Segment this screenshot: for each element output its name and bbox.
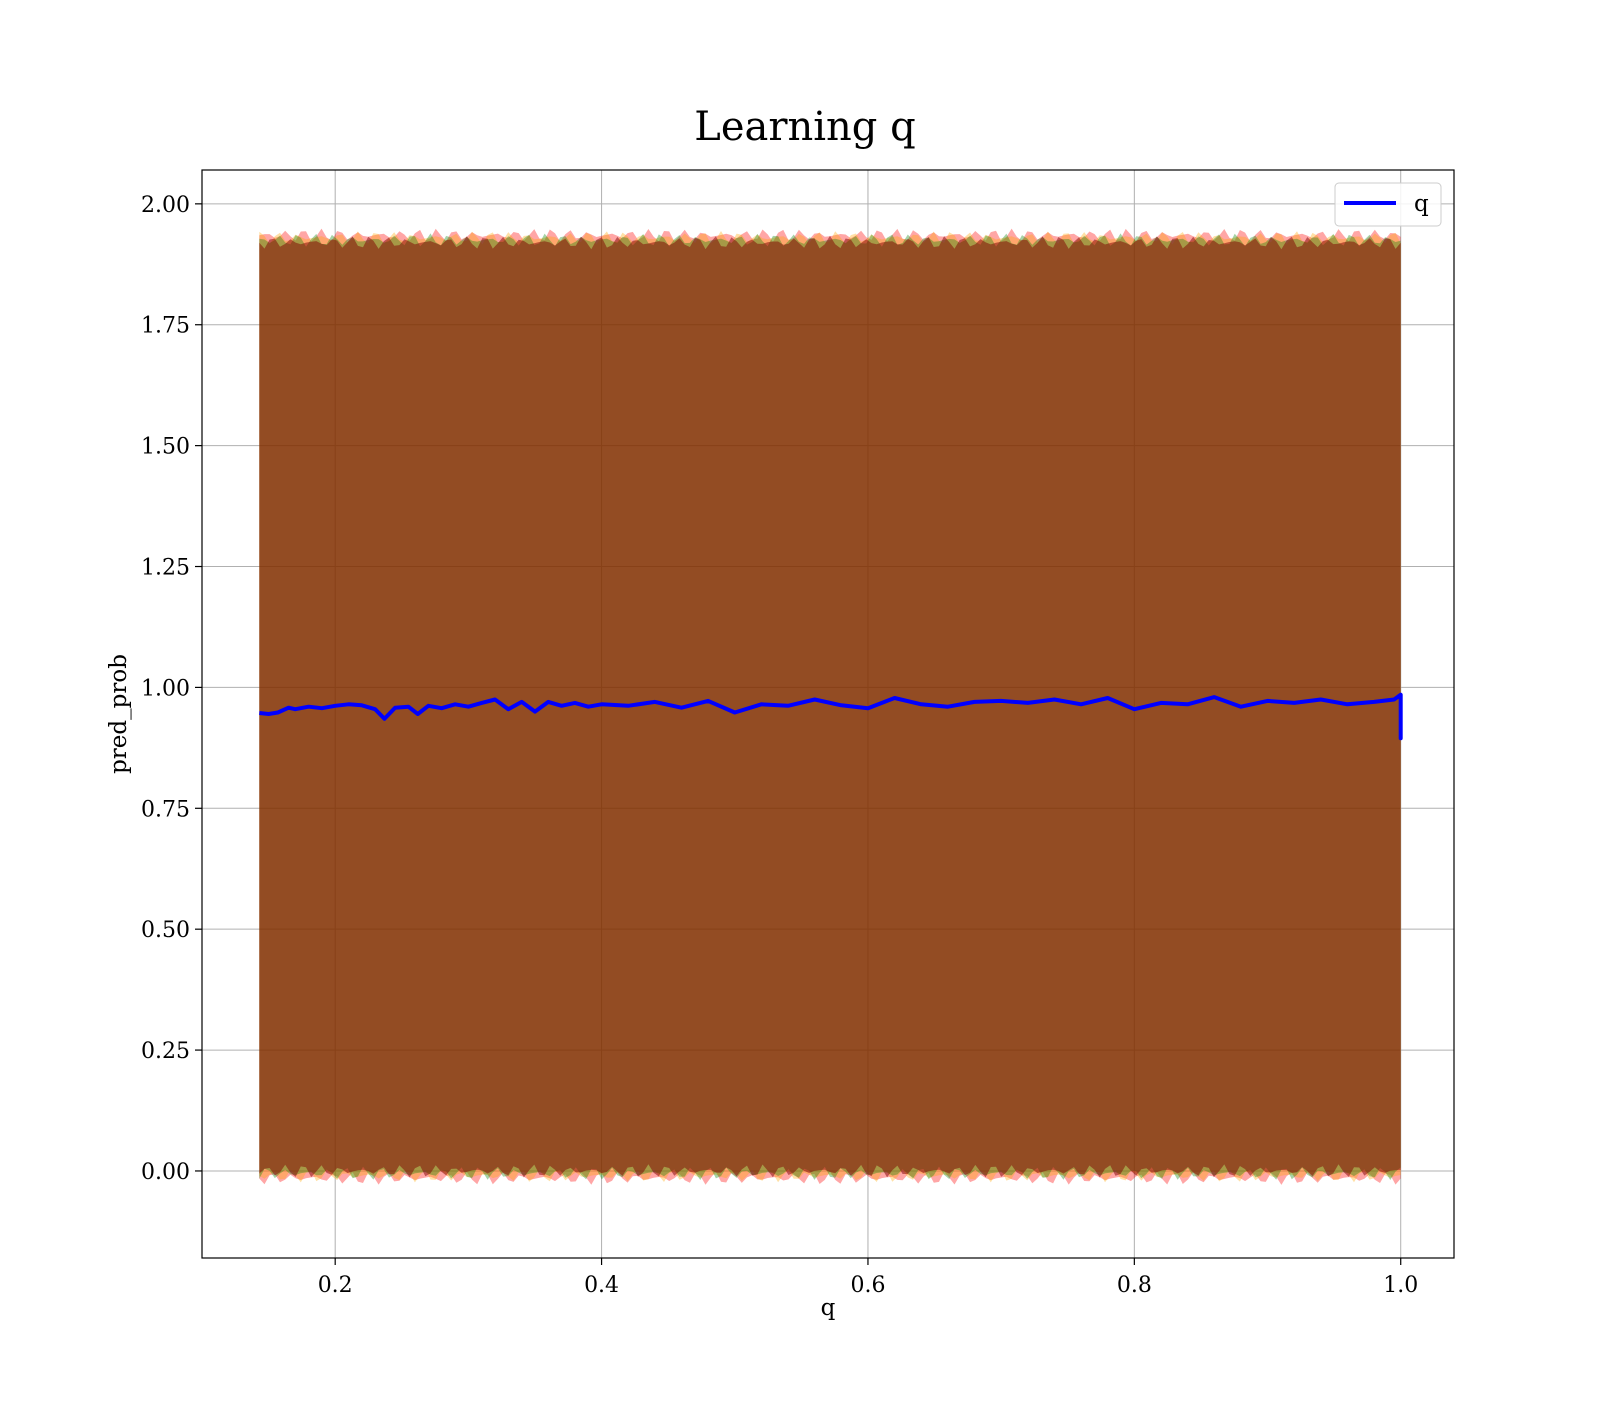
legend-label: q bbox=[1414, 191, 1429, 217]
x-tick-label-3: 0.8 bbox=[1117, 1273, 1152, 1298]
y-axis-label: pred_prob bbox=[106, 654, 132, 774]
x-axis-label: q bbox=[821, 1295, 836, 1321]
y-tick-label-2: 0.50 bbox=[141, 918, 190, 943]
y-tick-label-3: 0.75 bbox=[141, 797, 190, 822]
plot-frame bbox=[201, 169, 1455, 1259]
y-tick-label-0: 0.00 bbox=[141, 1160, 190, 1185]
x-tick-label-0: 0.2 bbox=[318, 1273, 353, 1298]
y-tick-label-6: 1.50 bbox=[141, 435, 190, 460]
band-layer bbox=[259, 228, 1401, 1185]
confidence-band-3 bbox=[259, 235, 1401, 1178]
x-tick-label-1: 0.4 bbox=[584, 1273, 619, 1298]
y-tick-label-5: 1.25 bbox=[141, 556, 190, 581]
y-tick-label-7: 1.75 bbox=[141, 314, 190, 339]
x-tick-label-4: 1.0 bbox=[1383, 1273, 1418, 1298]
y-tick-label-4: 1.00 bbox=[141, 676, 190, 701]
x-tick-label-2: 0.6 bbox=[850, 1273, 885, 1298]
chart-title: Learning q bbox=[694, 104, 915, 150]
y-tick-label-8: 2.00 bbox=[141, 193, 190, 218]
tick-layer: 0.2 0.4 0.6 0.8 1.0 0.00 0.25 0.50 0.75 1.00 1.25 1… bbox=[141, 193, 1418, 1298]
legend: q bbox=[1334, 182, 1442, 227]
series-line-0 bbox=[259, 692, 1403, 741]
line-layer bbox=[259, 692, 1403, 741]
y-tick-label-1: 0.25 bbox=[141, 1039, 190, 1064]
